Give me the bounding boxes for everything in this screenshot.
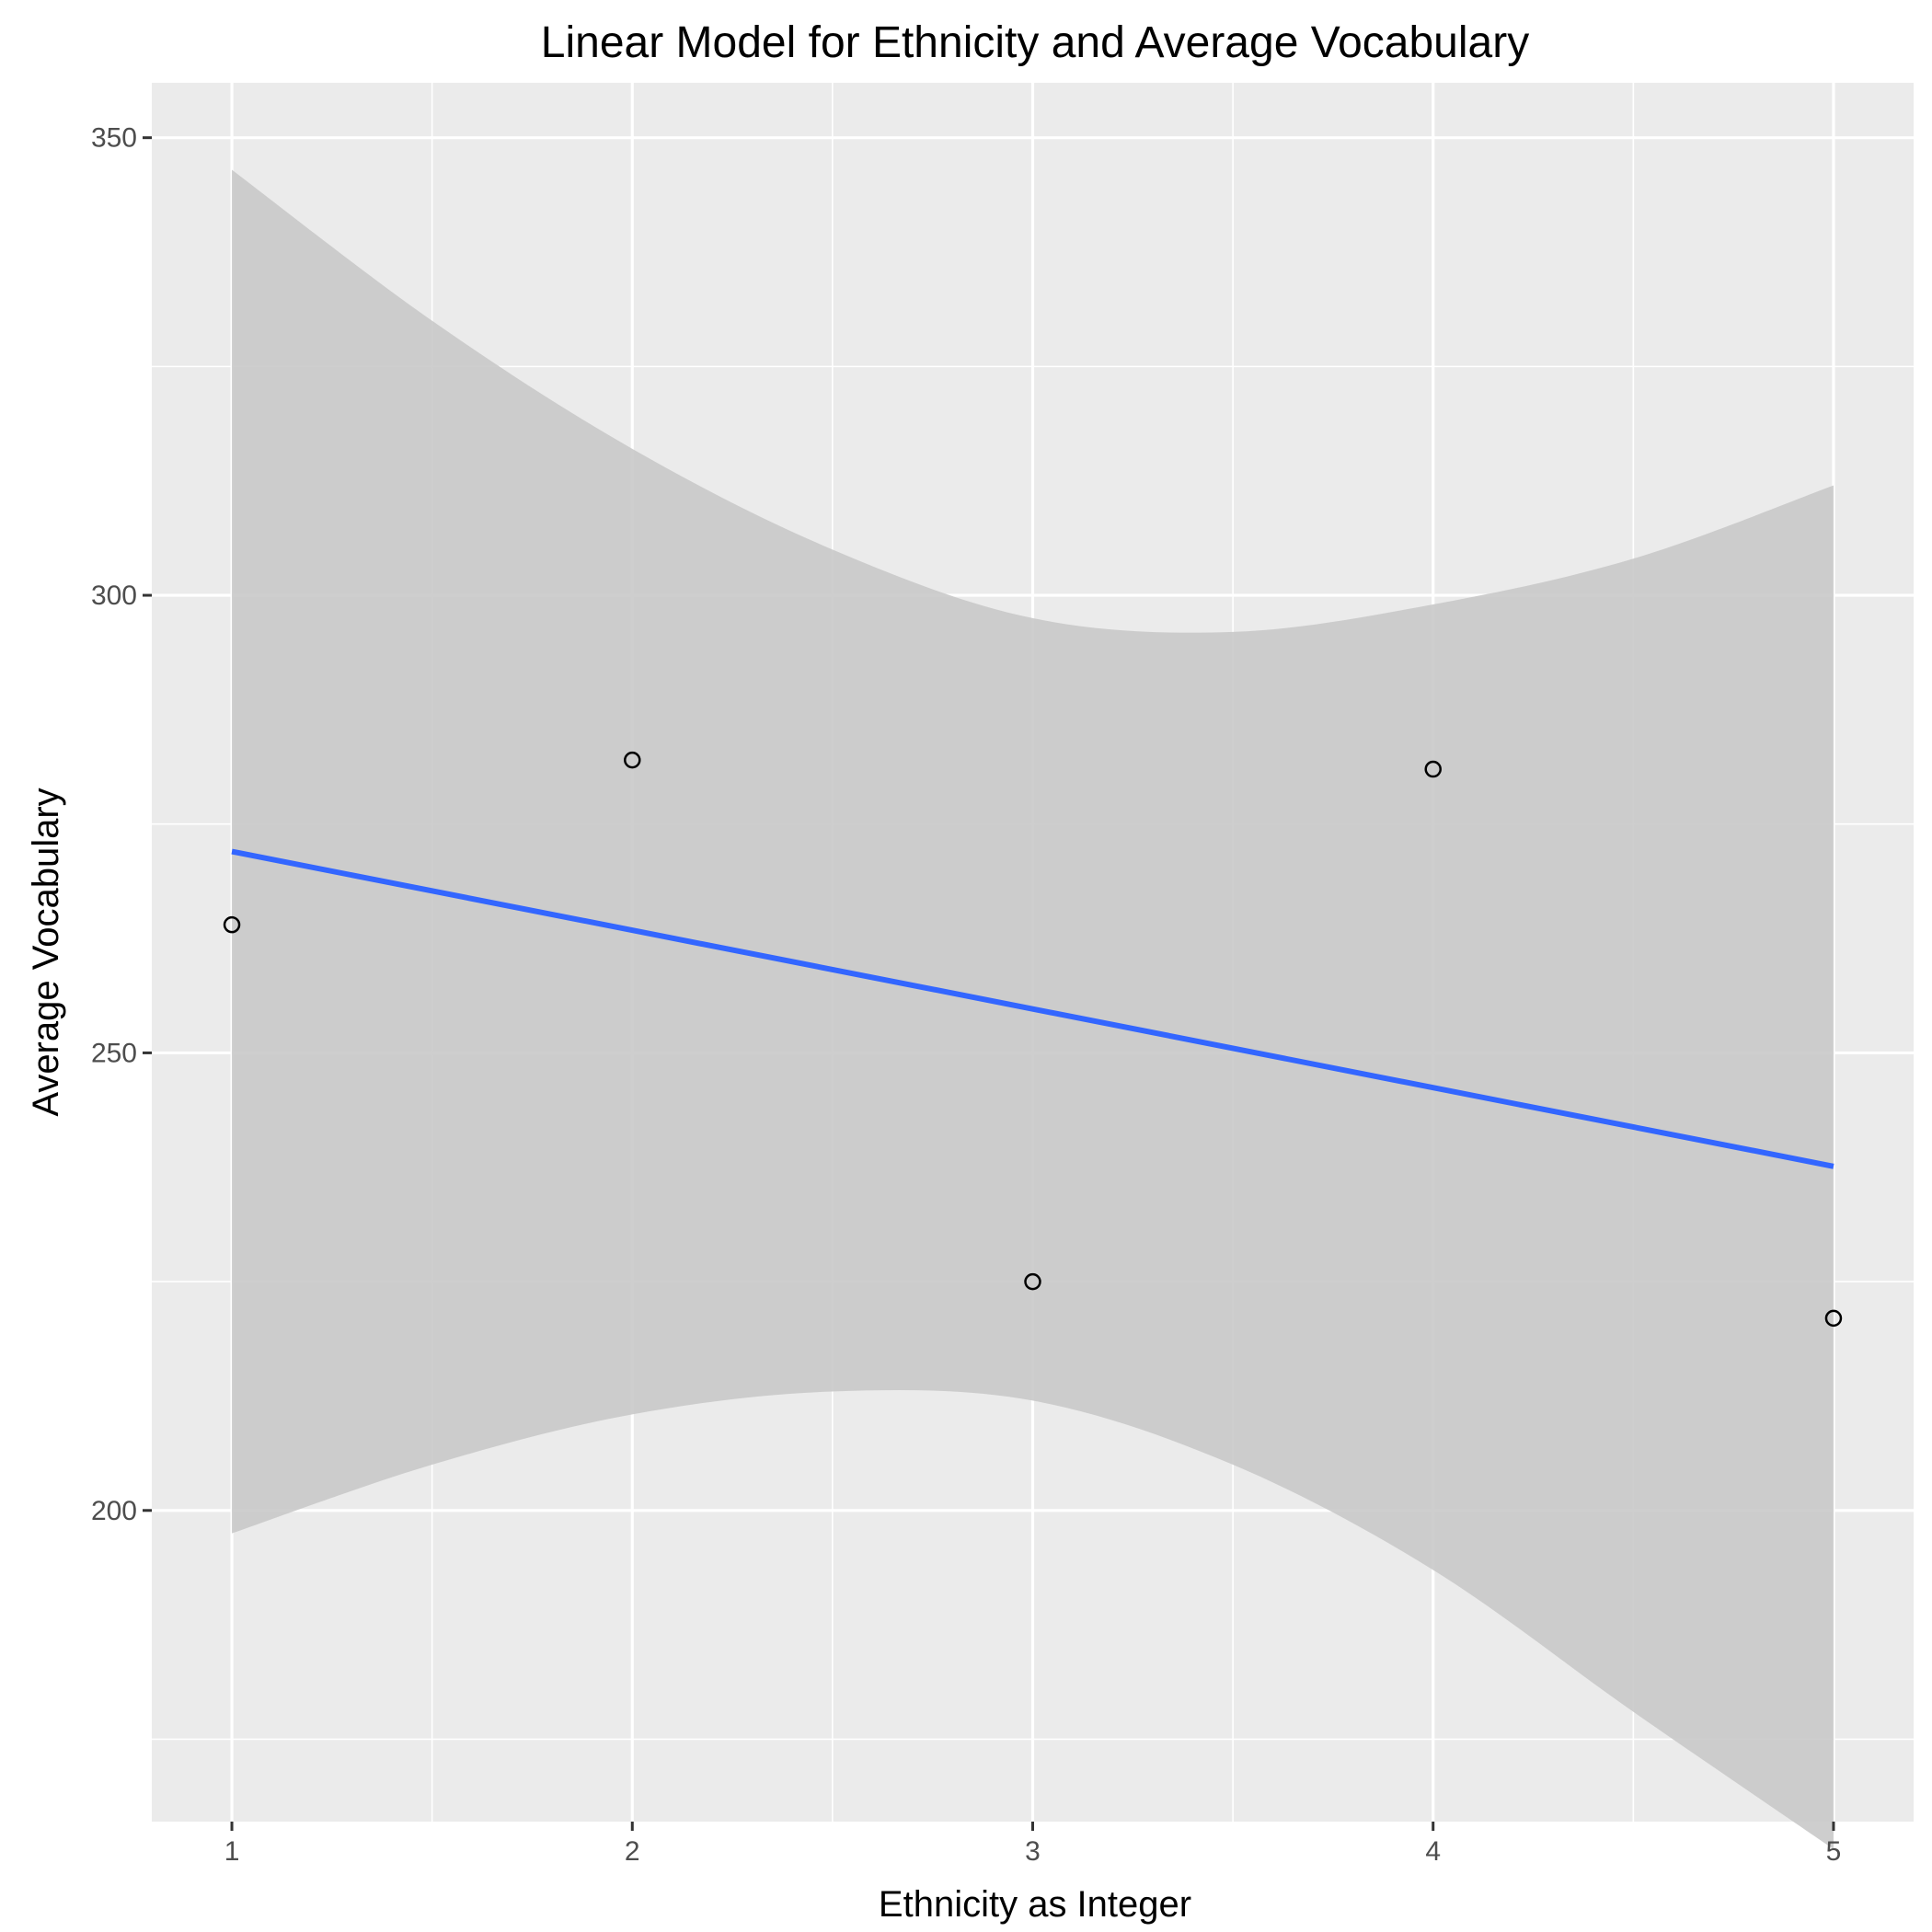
data-point xyxy=(1424,760,1442,778)
x-tick-label: 4 xyxy=(1425,1836,1441,1867)
y-axis-label: Average Vocabulary xyxy=(26,788,66,1116)
chart-title: Linear Model for Ethnicity and Average V… xyxy=(541,18,1529,67)
data-point xyxy=(1024,1272,1041,1291)
data-point xyxy=(223,915,241,934)
data-point xyxy=(624,751,641,769)
x-axis-label: Ethnicity as Integer xyxy=(879,1884,1191,1925)
y-tick-label: 250 xyxy=(91,1038,137,1068)
x-tick-label: 2 xyxy=(625,1836,640,1867)
x-tick-label: 3 xyxy=(1025,1836,1041,1867)
data-point xyxy=(1824,1309,1843,1328)
y-axis-ticks: 200 250 300 350 xyxy=(91,123,152,1526)
data-points xyxy=(223,751,1843,1328)
x-tick-label: 1 xyxy=(224,1836,240,1867)
y-tick-label: 350 xyxy=(91,123,137,154)
fit-line xyxy=(231,848,1834,1169)
x-tick-label: 5 xyxy=(1826,1836,1842,1867)
y-tick-label: 300 xyxy=(91,581,137,611)
y-tick-label: 200 xyxy=(91,1496,137,1526)
x-axis-ticks: 1 2 3 4 5 xyxy=(224,1822,1842,1867)
